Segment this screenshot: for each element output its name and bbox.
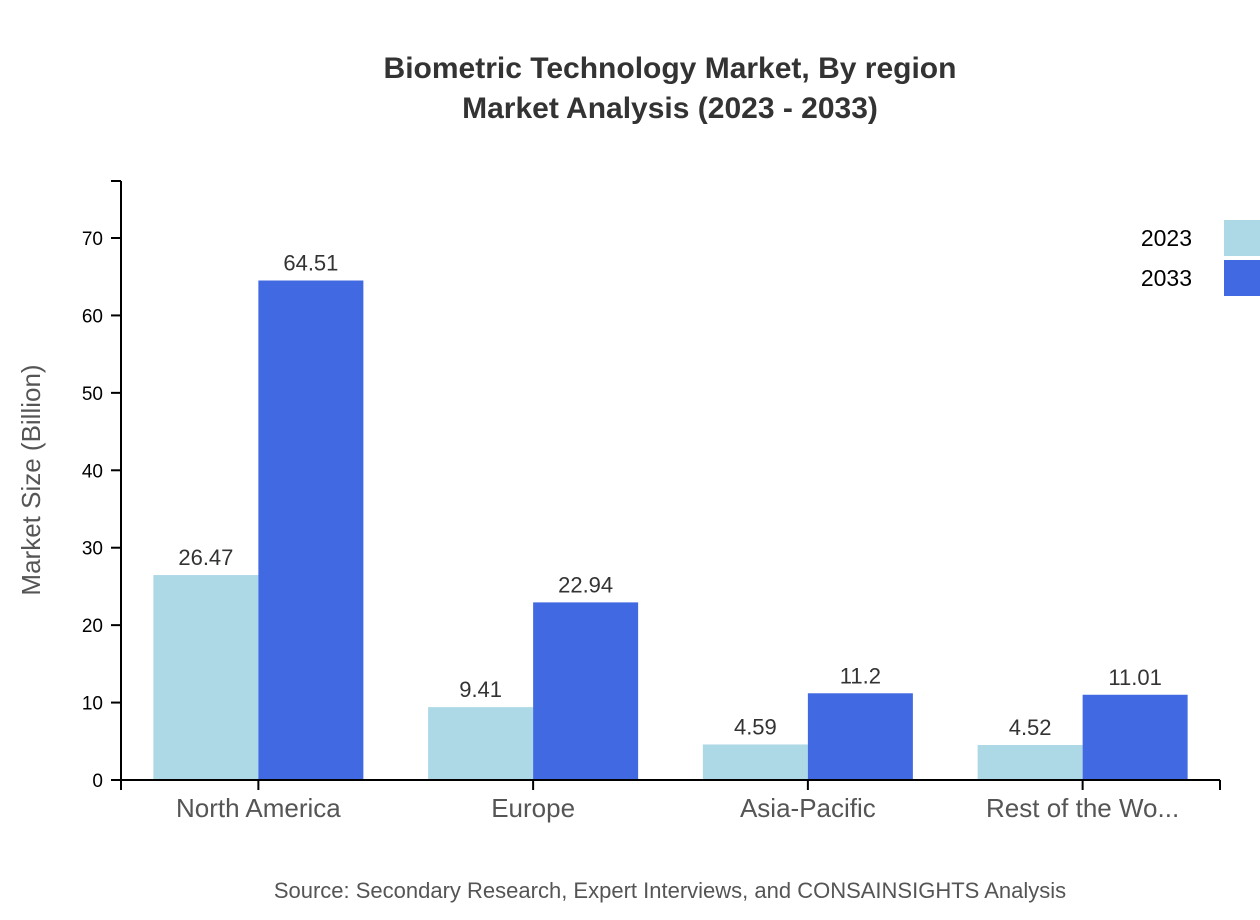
chart-title-line1: Biometric Technology Market, By region (383, 52, 957, 85)
legend-swatch-2033 (1224, 260, 1260, 296)
bar-2033 (258, 280, 364, 780)
legend-label-2033: 2033 (1141, 265, 1192, 291)
y-tick-label: 30 (82, 539, 103, 560)
x-tick-label: North America (176, 793, 341, 823)
y-tick-label: 70 (82, 229, 103, 250)
bar-value-label: 22.94 (558, 572, 613, 597)
bar-2023 (977, 745, 1083, 780)
bar-value-label: 4.52 (1009, 715, 1052, 740)
x-tick-label: Europe (491, 793, 575, 823)
y-tick-label: 0 (92, 771, 103, 792)
bar-2033 (1082, 694, 1188, 780)
bar-value-label: 4.59 (734, 714, 777, 739)
x-tick-label: Asia-Pacific (740, 793, 876, 823)
bar-2033 (807, 693, 913, 780)
y-tick-label: 50 (82, 384, 103, 405)
bar-value-label: 11.01 (1108, 665, 1161, 690)
bar-value-label: 26.47 (178, 545, 233, 570)
y-tick-label: 40 (82, 461, 103, 482)
bar-2033 (533, 602, 639, 780)
bar-value-label: 64.51 (283, 251, 338, 276)
bar-value-label: 9.41 (459, 677, 502, 702)
bar-value-label: 11.2 (840, 663, 881, 688)
legend-swatch-2023 (1224, 220, 1260, 256)
y-tick-label: 10 (82, 694, 103, 715)
x-tick-label: Rest of the Wo... (986, 793, 1179, 823)
legend-label-2023: 2023 (1141, 225, 1192, 251)
source-note: Source: Secondary Research, Expert Inter… (273, 878, 1067, 903)
bar-2023 (153, 575, 259, 780)
y-axis-title: Market Size (Billion) (16, 364, 46, 595)
chart-title-line2: Market Analysis (2023 - 2033) (462, 92, 878, 125)
bar-2023 (428, 707, 534, 780)
y-tick-label: 20 (82, 616, 103, 637)
y-tick-label: 60 (82, 306, 103, 327)
bar-2023 (702, 744, 808, 780)
